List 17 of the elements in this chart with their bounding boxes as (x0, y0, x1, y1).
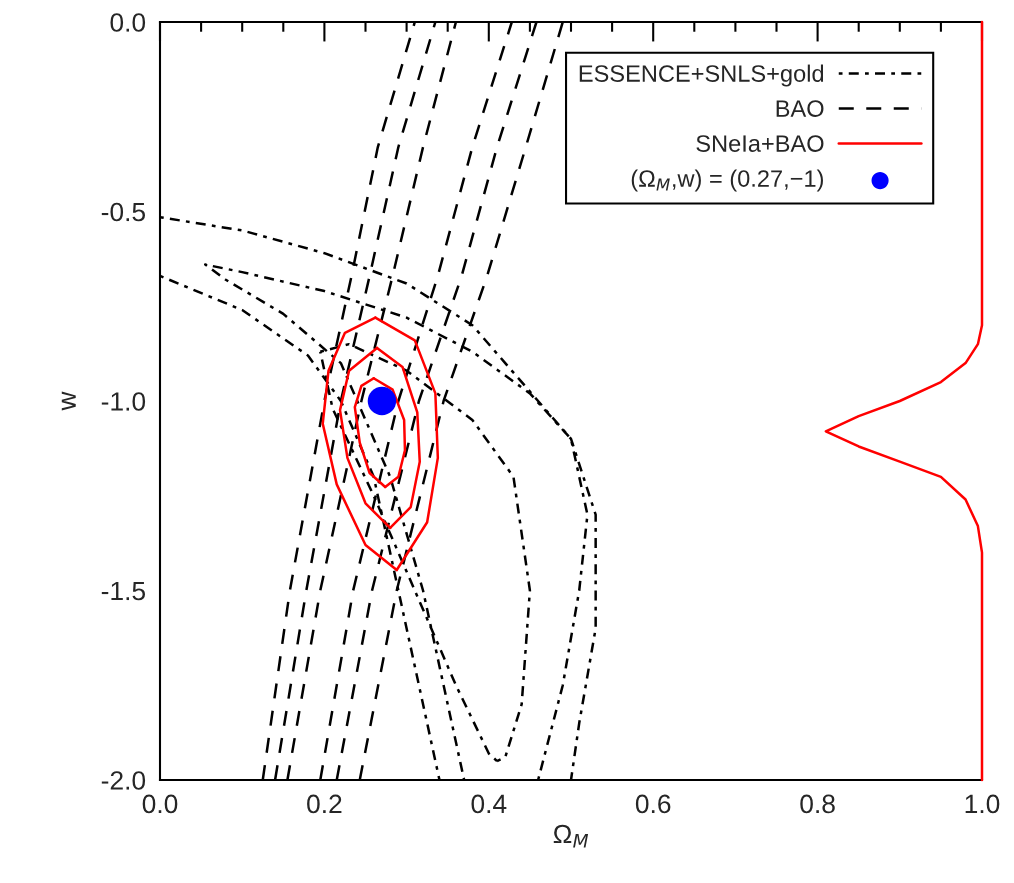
y-tick-label: -1.0 (101, 392, 146, 411)
x-tick-label: 0.4 (471, 794, 507, 814)
y-tick-label: 0.0 (110, 13, 146, 32)
x-tick-label: 0.0 (142, 794, 178, 814)
y-tick-label: -2.0 (101, 771, 146, 790)
y-axis-title: w (61, 391, 76, 411)
x-axis-title: Ω$_{M}$ (553, 824, 589, 848)
y-tick-label: -0.5 (101, 202, 146, 222)
legend-label: BAO (776, 100, 824, 117)
x-tick-label: 0.6 (635, 794, 671, 814)
legend-label: (Ω$_{M}$,w) = (0.27,−1) (631, 169, 823, 192)
x-tick-label: 1.0 (965, 794, 1000, 814)
x-tick-label: 0.2 (307, 794, 342, 814)
x-tick-label: 0.8 (800, 794, 835, 814)
y-tick-label: -1.5 (101, 581, 146, 601)
legend-label: SNeIa+BAO (696, 135, 824, 152)
legend-label: ESSENCE+SNLS+gold (579, 64, 824, 87)
